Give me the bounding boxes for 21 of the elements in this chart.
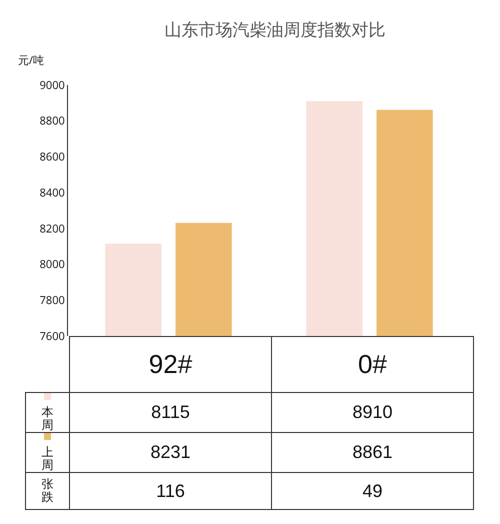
y-tick-label: 8800 <box>40 114 65 129</box>
data-label: 8231 <box>70 432 272 472</box>
y-axis-title: 元/吨 <box>18 53 44 68</box>
y-tick-label: 8400 <box>40 185 65 200</box>
y-tick-label: 7600 <box>40 328 65 344</box>
chart-title: 山东市场汽柴油周度指数对比 <box>164 17 386 40</box>
text: 116 <box>70 472 272 510</box>
legend-label: 上周 <box>26 432 70 472</box>
y-tick-label: 8200 <box>40 221 65 236</box>
x-tick-label: 0# <box>272 336 474 392</box>
x-tick-label: 92# <box>70 336 272 392</box>
text: 49 <box>272 472 474 510</box>
data-label: 8910 <box>272 392 474 432</box>
y-tick-label: 8600 <box>40 150 65 165</box>
text: 张跌 <box>26 472 70 510</box>
data-label: 8115 <box>70 392 272 432</box>
y-tick-label: 8000 <box>40 257 65 272</box>
legend-label: 本周 <box>26 392 70 432</box>
data-label: 8861 <box>272 432 474 472</box>
y-tick-label: 9000 <box>40 78 65 93</box>
y-tick-label: 7800 <box>40 292 65 308</box>
